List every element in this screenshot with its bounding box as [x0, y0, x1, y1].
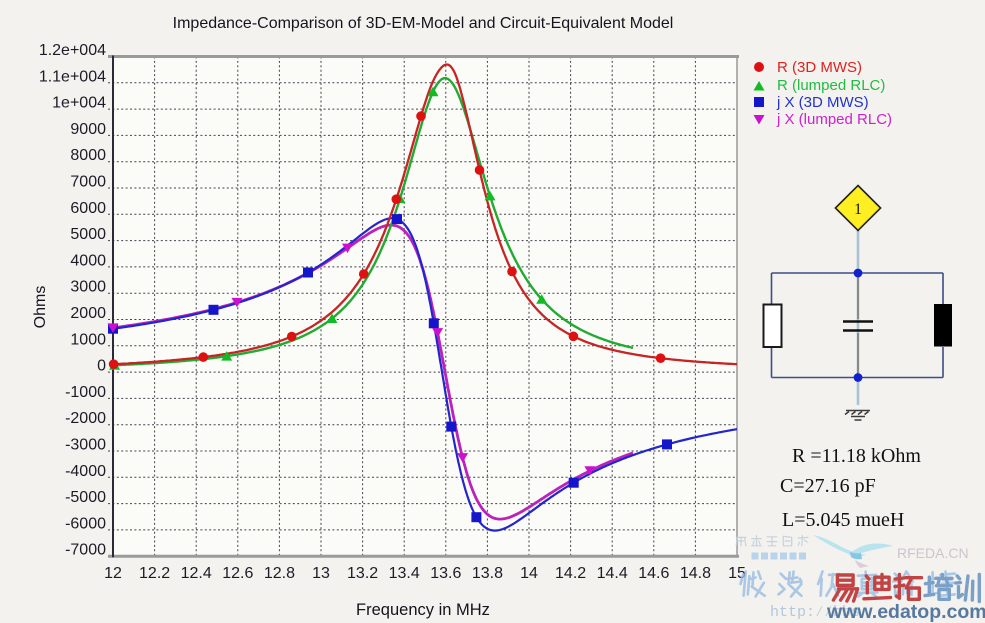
- svg-text:13.6: 13.6: [430, 565, 461, 582]
- svg-text:13: 13: [312, 565, 330, 582]
- svg-text:13.4: 13.4: [389, 565, 420, 582]
- svg-text:-1000: -1000: [65, 384, 106, 401]
- svg-text:7000: 7000: [70, 174, 106, 191]
- svg-text:1000: 1000: [70, 331, 106, 348]
- svg-text:C=27.16 pF: C=27.16 pF: [780, 475, 876, 497]
- svg-text:1e+004: 1e+004: [52, 95, 106, 112]
- svg-text:12.6: 12.6: [222, 565, 253, 582]
- svg-text:http:∕∕bbs: http:∕∕bbs: [770, 604, 860, 621]
- svg-text:12.2: 12.2: [139, 565, 170, 582]
- svg-text:1.2e+004: 1.2e+004: [39, 42, 106, 59]
- svg-text:R =11.18 kOhm: R =11.18 kOhm: [792, 445, 921, 467]
- svg-text:www.edatop.com: www.edatop.com: [826, 601, 985, 623]
- svg-text:14: 14: [520, 565, 538, 582]
- svg-text:-5000: -5000: [65, 489, 106, 506]
- svg-text:14.8: 14.8: [680, 565, 711, 582]
- svg-text:-3000: -3000: [65, 437, 106, 454]
- svg-text:Impedance-Comparison of 3D-EM-: Impedance-Comparison of 3D-EM-Model and …: [173, 15, 674, 32]
- svg-text:j X (3D MWS): j X (3D MWS): [776, 94, 869, 111]
- svg-text:L=5.045 mueH: L=5.045 mueH: [782, 509, 904, 531]
- svg-text:-6000: -6000: [65, 515, 106, 532]
- svg-text:3000: 3000: [70, 279, 106, 296]
- svg-text:14.4: 14.4: [597, 565, 628, 582]
- svg-text:2000: 2000: [70, 305, 106, 322]
- svg-text:13.8: 13.8: [472, 565, 503, 582]
- svg-text:4000: 4000: [70, 252, 106, 269]
- svg-text:12.4: 12.4: [181, 565, 212, 582]
- svg-text:Ohms: Ohms: [32, 286, 49, 329]
- svg-text:-7000: -7000: [65, 542, 106, 559]
- svg-text:13.2: 13.2: [347, 565, 378, 582]
- svg-text:15: 15: [728, 565, 746, 582]
- svg-text:1: 1: [854, 201, 862, 218]
- svg-text:9000: 9000: [70, 121, 106, 138]
- svg-text:-4000: -4000: [65, 463, 106, 480]
- svg-text:j X (lumped RLC): j X (lumped RLC): [776, 111, 892, 128]
- svg-text:R (3D MWS): R (3D MWS): [777, 59, 862, 76]
- svg-text:8000: 8000: [70, 147, 106, 164]
- svg-text:14.6: 14.6: [638, 565, 669, 582]
- svg-text:-2000: -2000: [65, 410, 106, 427]
- svg-text:R (lumped RLC): R (lumped RLC): [777, 77, 885, 94]
- svg-text:14.2: 14.2: [555, 565, 586, 582]
- svg-text:12.8: 12.8: [264, 565, 295, 582]
- svg-text:1.1e+004: 1.1e+004: [39, 68, 106, 85]
- svg-text:5000: 5000: [70, 226, 106, 243]
- svg-text:0: 0: [97, 358, 106, 375]
- svg-text:12: 12: [104, 565, 122, 582]
- svg-text:Frequency in MHz: Frequency in MHz: [356, 601, 490, 619]
- svg-text:6000: 6000: [70, 200, 106, 217]
- svg-text:RFEDA.CN: RFEDA.CN: [897, 545, 969, 561]
